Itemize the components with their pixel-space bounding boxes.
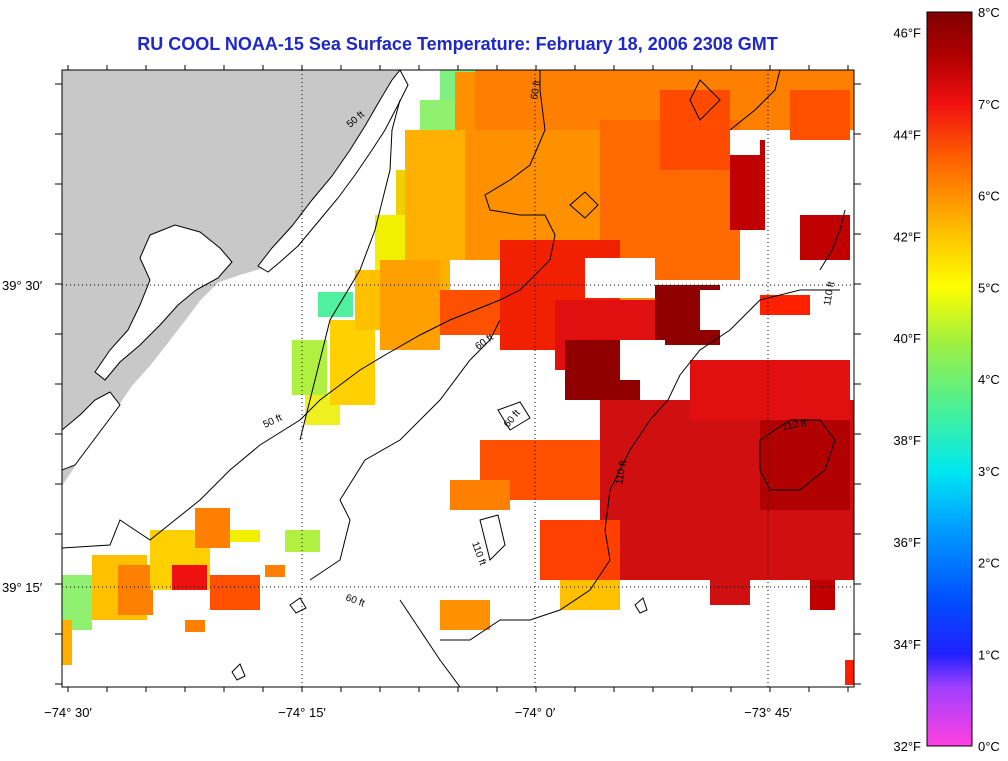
map-title: RU COOL NOAA-15 Sea Surface Temperature:… xyxy=(137,34,778,54)
contour-label: 110 ft xyxy=(782,418,808,433)
colorbar-f-label: 40°F xyxy=(893,331,921,346)
contour-label: 110 ft xyxy=(822,280,837,306)
depth-contours xyxy=(62,70,846,687)
coastline xyxy=(257,70,409,273)
colorbar-f-label: 36°F xyxy=(893,535,921,550)
colorbar-c-label: 6°C xyxy=(978,189,1000,204)
colorbar-c-label: 5°C xyxy=(978,280,1000,295)
inlet-water xyxy=(62,391,121,471)
x-tick-label: −73° 45′ xyxy=(744,705,792,720)
colorbar-c-label: 1°C xyxy=(978,647,1000,662)
colorbar-f-label: 34°F xyxy=(893,637,921,652)
colorbar-c-label: 2°C xyxy=(978,556,1000,571)
colorbar-c-label: 0°C xyxy=(978,739,1000,754)
tick-marks xyxy=(55,65,861,692)
y-tick-label: 39° 15′ xyxy=(2,580,43,595)
colorbar-c-label: 8°C xyxy=(978,5,1000,20)
y-tick-label: 39° 30′ xyxy=(2,278,43,293)
x-tick-label: −74° 30′ xyxy=(44,705,92,720)
colorbar-f-label: 46°F xyxy=(893,25,921,40)
colorbar-c-label: 3°C xyxy=(978,464,1000,479)
contour-label: 110 ft xyxy=(614,459,629,485)
colorbar-f-label: 32°F xyxy=(893,739,921,754)
bay-water xyxy=(94,224,233,381)
sst-pixels xyxy=(62,70,854,685)
colorbar-c-label: 4°C xyxy=(978,372,1000,387)
colorbar-f-label: 42°F xyxy=(893,229,921,244)
contour-label: 60 ft xyxy=(529,79,543,100)
colorbar xyxy=(926,11,973,747)
x-tick-label: −74° 15′ xyxy=(278,705,326,720)
colorbar-f-label: 44°F xyxy=(893,127,921,142)
colorbar-f-label: 38°F xyxy=(893,433,921,448)
colorbar-c-label: 7°C xyxy=(978,97,1000,112)
graticule xyxy=(62,70,854,687)
x-tick-label: −74° 0′ xyxy=(515,705,556,720)
